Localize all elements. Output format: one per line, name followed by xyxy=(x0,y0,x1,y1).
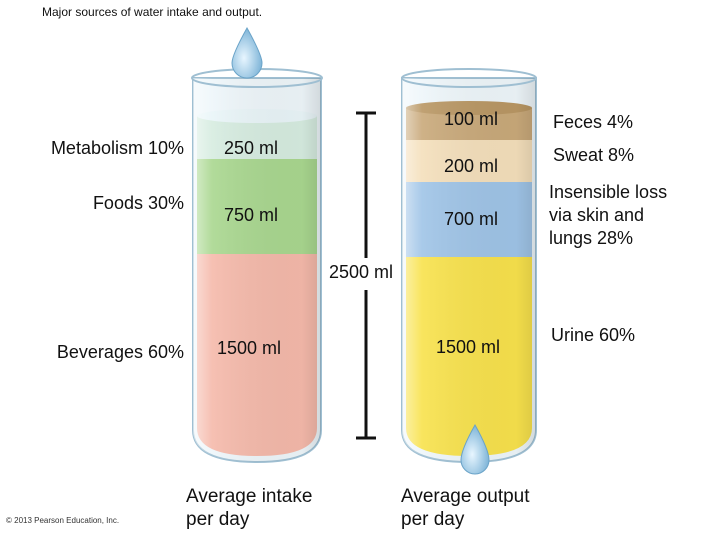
output-urine-amount: 1500 ml xyxy=(436,337,501,357)
output-feces-label: Feces 4% xyxy=(553,112,634,132)
water-drop-icon xyxy=(460,423,490,475)
water-drop-icon xyxy=(231,26,263,79)
output-insensible-amount: 700 ml xyxy=(444,209,499,229)
intake-beverages-label: Beverages 60% xyxy=(56,342,184,362)
intake-foods-label: Foods 30% xyxy=(92,193,184,213)
intake-metabolism-label: Metabolism 10% xyxy=(50,138,184,158)
intake-caption-line1: Average intake xyxy=(186,486,313,507)
intake-caption-line2: per day xyxy=(186,509,250,530)
output-feces-amount: 100 ml xyxy=(444,109,499,129)
output-caption: Average output per day xyxy=(401,485,530,531)
output-insensible-label-line1: Insensible loss xyxy=(549,182,668,202)
output-caption-line2: per day xyxy=(401,509,465,530)
output-insensible-label-line2: via skin and xyxy=(549,205,645,225)
total-bracket xyxy=(356,111,376,440)
total-amount: 2500 ml xyxy=(329,262,394,282)
output-insensible-label-line3: lungs 28% xyxy=(549,228,634,248)
figure-title: Major sources of water intake and output… xyxy=(42,5,263,19)
output-urine-label: Urine 60% xyxy=(551,325,636,345)
output-sweat-amount: 200 ml xyxy=(444,156,499,176)
output-caption-line1: Average output xyxy=(401,486,530,507)
intake-foods-amount: 750 ml xyxy=(224,205,279,225)
output-insensible-label: Insensible loss via skin and lungs 28% xyxy=(549,181,667,250)
copyright-notice: © 2013 Pearson Education, Inc. xyxy=(6,516,120,525)
intake-beverages-amount: 1500 ml xyxy=(217,338,282,358)
intake-cylinder xyxy=(191,26,323,464)
intake-caption: Average intake per day xyxy=(186,485,312,531)
intake-metabolism-amount: 250 ml xyxy=(224,138,279,158)
output-cylinder xyxy=(401,68,537,475)
output-sweat-label: Sweat 8% xyxy=(553,145,635,165)
